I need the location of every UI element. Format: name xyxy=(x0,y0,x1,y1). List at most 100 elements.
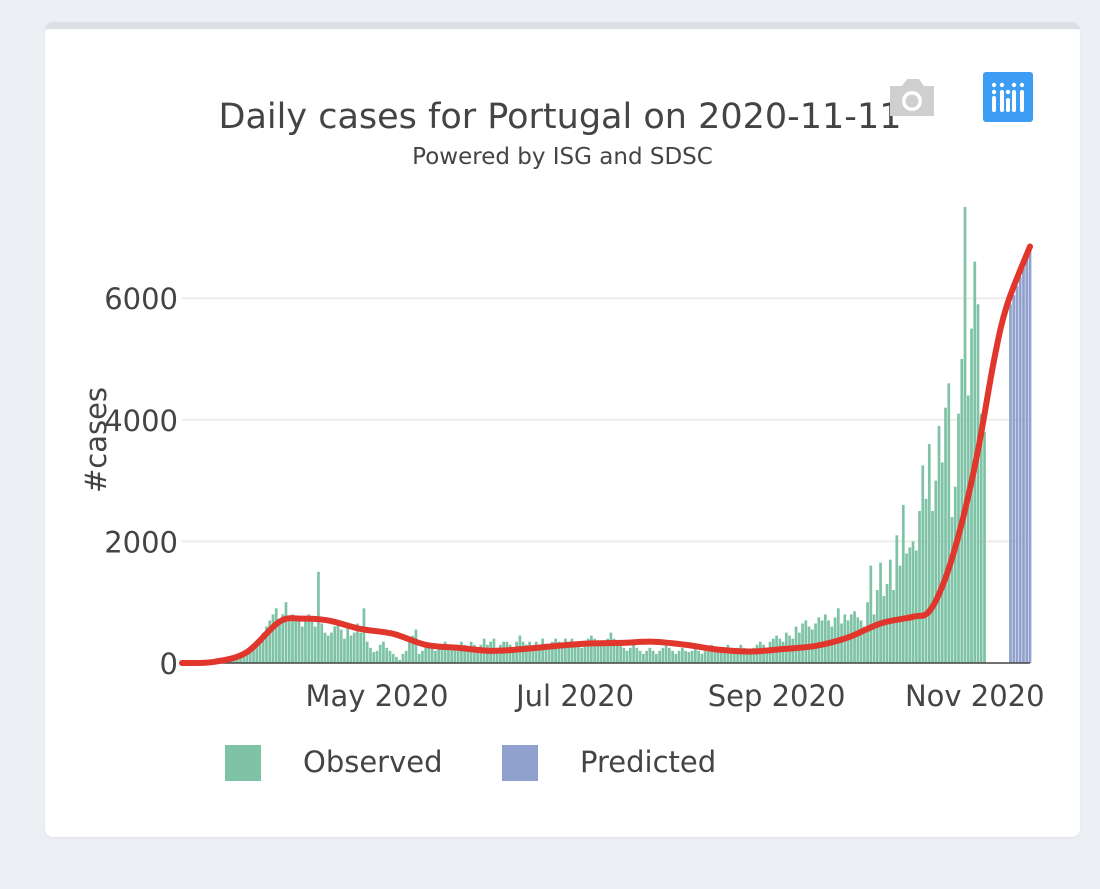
observed-bar xyxy=(931,511,934,663)
observed-bar xyxy=(242,653,246,663)
observed-bar xyxy=(684,650,687,663)
observed-bar xyxy=(823,614,827,663)
legend-swatch-observed[interactable] xyxy=(225,745,261,781)
observed-bar xyxy=(466,647,470,663)
legend-swatch-predicted[interactable] xyxy=(502,745,538,781)
observed-bar xyxy=(869,565,873,663)
observed-bar xyxy=(732,650,736,663)
observed-bar xyxy=(953,486,957,663)
observed-bar xyxy=(375,650,379,663)
observed-bar xyxy=(525,644,528,663)
legend-label-predicted[interactable]: Predicted xyxy=(580,745,717,779)
x-axis-ticks: May 2020 Jul 2020 Sep 2020 Nov 2020 xyxy=(305,679,1044,713)
observed-bar xyxy=(469,641,473,663)
observed-bar xyxy=(408,638,411,663)
observed-bar xyxy=(495,647,499,663)
observed-bar xyxy=(651,650,655,663)
observed-bar xyxy=(625,650,629,663)
observed-bar xyxy=(508,644,512,663)
observed-bar xyxy=(752,647,756,663)
observed-bar xyxy=(632,644,635,663)
observed-bar xyxy=(859,620,863,663)
observed-bar xyxy=(616,641,619,663)
chart-title: Daily cases for Portugal on 2020-11-11 xyxy=(218,97,902,137)
observed-bar xyxy=(443,641,447,663)
observed-bar xyxy=(330,632,333,663)
observed-bar xyxy=(580,647,583,663)
x-tick-label: Sep 2020 xyxy=(708,679,846,713)
observed-bar xyxy=(918,511,921,663)
observed-bar xyxy=(304,620,307,663)
observed-bar xyxy=(427,644,431,663)
observed-bar xyxy=(382,641,385,663)
observed-bar xyxy=(719,650,723,663)
observed-bar xyxy=(586,638,590,663)
observed-bar xyxy=(846,620,850,663)
observed-bar xyxy=(463,644,467,663)
x-tick-label: May 2020 xyxy=(305,679,448,713)
observed-bar xyxy=(856,617,860,663)
observed-bar xyxy=(369,647,372,663)
y-axis-ticks: 0 2000 4000 6000 xyxy=(104,282,178,681)
observed-bar xyxy=(940,462,944,663)
observed-bar xyxy=(573,641,577,663)
observed-bar xyxy=(687,652,691,663)
observed-bar xyxy=(401,653,405,663)
observed-bar xyxy=(661,647,665,663)
observed-bar xyxy=(603,641,606,663)
observed-bar xyxy=(680,647,684,663)
predicted-bars xyxy=(1009,246,1032,663)
observed-bar xyxy=(736,647,739,663)
observed-bar xyxy=(882,596,886,663)
observed-bar xyxy=(268,620,272,663)
observed-bar xyxy=(872,614,876,663)
observed-bar xyxy=(551,641,554,663)
observed-bar xyxy=(723,647,726,663)
observed-bar xyxy=(235,656,239,663)
observed-bar xyxy=(538,644,541,663)
observed-bar xyxy=(421,650,424,663)
observed-bar xyxy=(326,635,330,663)
observed-bar xyxy=(970,328,973,663)
observed-bar xyxy=(476,647,480,663)
observed-bar xyxy=(346,626,350,663)
observed-bar xyxy=(934,480,938,663)
observed-bar xyxy=(388,650,392,663)
observed-bar xyxy=(352,632,356,663)
observed-bar xyxy=(921,465,925,663)
x-tick-label: Nov 2020 xyxy=(905,679,1045,713)
observed-bar xyxy=(239,655,242,663)
observed-bar xyxy=(622,647,626,663)
observed-bar xyxy=(898,565,902,663)
observed-bar xyxy=(473,644,476,663)
observed-bar xyxy=(905,553,908,663)
observed-bar xyxy=(840,623,843,663)
observed-bar xyxy=(248,649,252,663)
observed-bar xyxy=(645,650,648,663)
observed-bar xyxy=(528,641,532,663)
observed-bar xyxy=(258,637,262,663)
observed-bar xyxy=(762,644,765,663)
predicted-bar xyxy=(1028,246,1032,663)
camera-icon[interactable] xyxy=(886,72,938,122)
observed-bar xyxy=(703,650,707,663)
observed-bar xyxy=(947,383,951,663)
observed-bar xyxy=(554,638,558,663)
legend-label-observed[interactable]: Observed xyxy=(303,745,443,779)
observed-bar xyxy=(924,498,928,663)
observed-bar xyxy=(349,635,353,663)
observed-bar xyxy=(908,547,912,663)
observed-bar xyxy=(395,656,398,663)
observed-bar xyxy=(914,550,918,663)
observed-bar xyxy=(801,623,804,663)
observed-bar xyxy=(635,647,639,663)
observed-bar xyxy=(287,617,291,663)
observed-bar xyxy=(697,650,700,663)
plotly-logo-icon[interactable] xyxy=(983,72,1033,122)
observed-bar xyxy=(577,644,580,663)
observed-bar xyxy=(320,623,324,663)
y-axis-label: #cases xyxy=(79,387,113,493)
observed-bar xyxy=(313,626,317,663)
observed-bar xyxy=(534,641,538,663)
